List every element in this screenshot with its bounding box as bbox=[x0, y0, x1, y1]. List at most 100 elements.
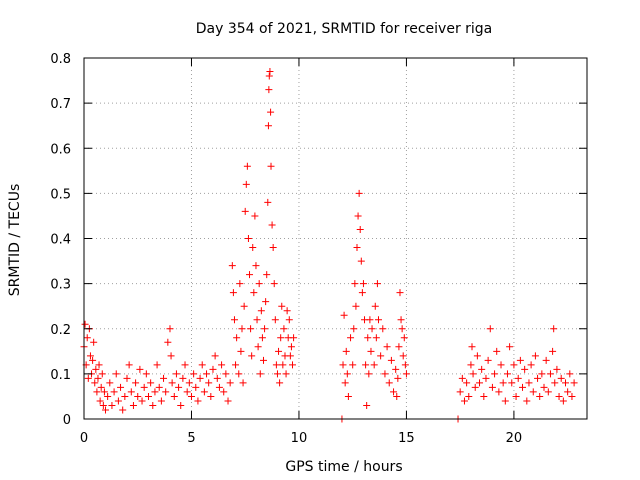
data-point bbox=[185, 379, 193, 387]
data-point bbox=[93, 388, 101, 396]
data-point bbox=[364, 334, 372, 342]
data-point bbox=[340, 311, 348, 319]
data-point bbox=[276, 379, 284, 387]
data-point bbox=[343, 370, 351, 378]
data-point bbox=[258, 334, 266, 342]
data-point bbox=[151, 388, 159, 396]
data-point bbox=[104, 392, 112, 400]
data-point bbox=[356, 225, 364, 233]
data-point bbox=[521, 365, 529, 373]
data-point bbox=[278, 302, 286, 310]
data-point bbox=[570, 379, 578, 387]
data-point bbox=[538, 370, 546, 378]
data-point bbox=[246, 271, 254, 279]
data-point bbox=[534, 374, 542, 382]
data-point bbox=[460, 397, 468, 405]
data-point bbox=[390, 388, 398, 396]
gridlines bbox=[84, 58, 587, 419]
data-point bbox=[508, 379, 516, 387]
data-point bbox=[129, 401, 137, 409]
data-point bbox=[540, 383, 548, 391]
data-point bbox=[456, 388, 464, 396]
data-point bbox=[467, 361, 475, 369]
data-point bbox=[516, 356, 524, 364]
data-point bbox=[525, 379, 533, 387]
data-point bbox=[149, 401, 157, 409]
data-point bbox=[123, 374, 131, 382]
data-point bbox=[209, 365, 217, 373]
data-point bbox=[196, 374, 204, 382]
data-point bbox=[399, 352, 407, 360]
data-point bbox=[233, 334, 241, 342]
data-point bbox=[503, 370, 511, 378]
data-point bbox=[235, 370, 243, 378]
data-point bbox=[140, 383, 148, 391]
data-point bbox=[381, 370, 389, 378]
data-point bbox=[372, 334, 380, 342]
data-point bbox=[283, 307, 291, 315]
data-point bbox=[495, 388, 503, 396]
data-point bbox=[249, 244, 257, 252]
data-point bbox=[222, 370, 230, 378]
data-point bbox=[394, 374, 402, 382]
data-point bbox=[132, 379, 140, 387]
data-point bbox=[339, 361, 347, 369]
data-point bbox=[138, 397, 146, 405]
data-point bbox=[269, 244, 277, 252]
data-point bbox=[96, 397, 104, 405]
data-point bbox=[353, 244, 361, 252]
data-point bbox=[395, 343, 403, 351]
data-point bbox=[259, 356, 267, 364]
data-point bbox=[205, 379, 213, 387]
data-point bbox=[514, 374, 522, 382]
data-point bbox=[527, 361, 535, 369]
data-point bbox=[172, 370, 180, 378]
data-point bbox=[568, 392, 576, 400]
data-point bbox=[153, 361, 161, 369]
data-point bbox=[250, 289, 258, 297]
data-point bbox=[271, 316, 279, 324]
data-point bbox=[257, 307, 265, 315]
data-point bbox=[385, 379, 393, 387]
data-point bbox=[267, 108, 275, 116]
data-point bbox=[383, 343, 391, 351]
data-point bbox=[255, 280, 263, 288]
data-point bbox=[347, 334, 355, 342]
data-point bbox=[279, 361, 287, 369]
data-point bbox=[373, 280, 381, 288]
data-point bbox=[349, 361, 357, 369]
data-point bbox=[92, 365, 100, 373]
data-point bbox=[471, 383, 479, 391]
data-point bbox=[286, 352, 294, 360]
y-tick-label: 0.8 bbox=[50, 52, 71, 67]
data-point bbox=[366, 316, 374, 324]
data-point bbox=[144, 392, 152, 400]
data-point bbox=[190, 370, 198, 378]
data-point bbox=[272, 361, 280, 369]
data-point bbox=[506, 343, 514, 351]
data-point bbox=[86, 352, 94, 360]
data-point bbox=[280, 325, 288, 333]
data-point bbox=[401, 361, 409, 369]
data-point bbox=[162, 388, 170, 396]
y-tick-label: 0.5 bbox=[50, 187, 71, 202]
data-point bbox=[282, 370, 290, 378]
data-point bbox=[243, 162, 251, 170]
data-point bbox=[84, 374, 92, 382]
data-point bbox=[183, 388, 191, 396]
data-point bbox=[544, 388, 552, 396]
data-point bbox=[285, 316, 293, 324]
data-point bbox=[179, 374, 187, 382]
data-point bbox=[557, 374, 565, 382]
data-point bbox=[220, 388, 228, 396]
y-tick-label: 0.2 bbox=[50, 323, 71, 338]
data-point bbox=[482, 374, 490, 382]
data-point bbox=[125, 361, 133, 369]
data-point bbox=[97, 383, 105, 391]
y-tick-label: 0.6 bbox=[50, 142, 71, 157]
chart-title: Day 354 of 2021, SRMTID for receiver rig… bbox=[196, 21, 493, 37]
data-point bbox=[248, 352, 256, 360]
data-point bbox=[253, 316, 261, 324]
data-point bbox=[273, 370, 281, 378]
data-point bbox=[155, 383, 163, 391]
